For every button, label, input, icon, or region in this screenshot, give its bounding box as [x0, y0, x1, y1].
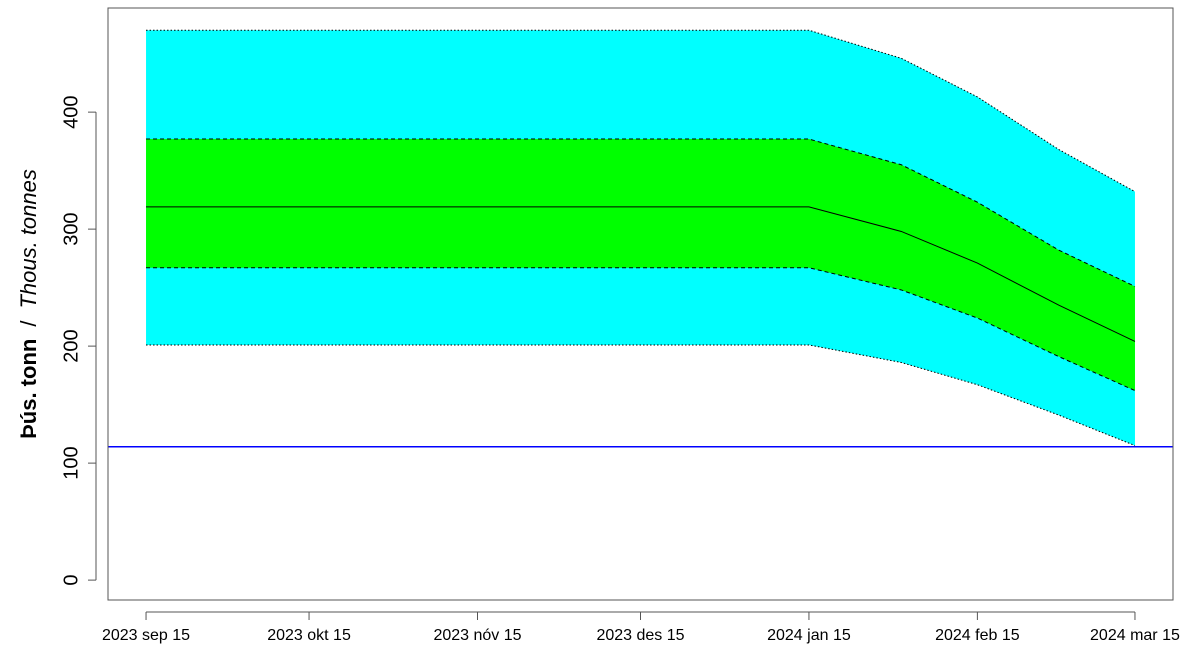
y-label-italic: Thous. tonnes [16, 169, 41, 308]
x-tick-label: 2023 okt 15 [267, 627, 351, 644]
band-edge [146, 344, 1136, 447]
y-tick-label: 0 [60, 575, 82, 586]
x-tick-label: 2023 sep 15 [102, 627, 190, 644]
y-tick-label: 200 [60, 329, 82, 362]
y-axis-label: Þús. tonn / Thous. tonnes [16, 169, 41, 439]
band-area [146, 139, 1135, 391]
y-label-separator: / [16, 320, 41, 327]
x-tick-label: 2024 mar 15 [1090, 627, 1180, 644]
band-edge [146, 138, 1136, 287]
y-tick-label: 400 [60, 95, 82, 128]
x-tick-label: 2024 jan 15 [767, 627, 851, 644]
plot-frame [107, 7, 1174, 601]
median-line [146, 206, 1136, 342]
y-tick-label: 100 [60, 446, 82, 479]
x-tick-label: 2024 feb 15 [935, 627, 1020, 644]
band-edge [146, 267, 1136, 392]
x-tick-label: 2023 nóv 15 [433, 627, 521, 644]
y-label-bold: Þús. tonn [16, 339, 41, 439]
x-tick-label: 2023 des 15 [596, 627, 684, 644]
y-tick-label: 300 [60, 212, 82, 245]
band-edge [146, 29, 1136, 193]
